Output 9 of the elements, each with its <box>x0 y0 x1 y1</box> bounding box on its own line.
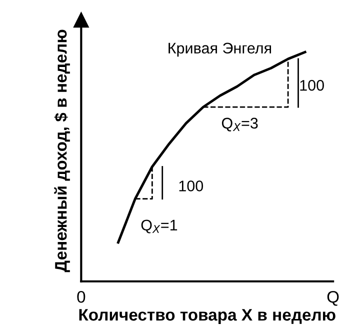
y-axis-title: Денежный доход, $ в неделю <box>54 30 70 272</box>
text: Q <box>327 290 339 306</box>
text: 0 <box>77 290 86 303</box>
annotation: Кривая Энгеля <box>168 42 272 57</box>
annotation: 100 <box>179 180 204 192</box>
annotation: Q$_{X}$=1 <box>141 220 178 234</box>
annotation: Q$_{X}$=3 <box>222 118 258 132</box>
x-axis-title: Количество товара X в неделю <box>79 309 336 324</box>
annotation: 100 <box>300 80 324 91</box>
